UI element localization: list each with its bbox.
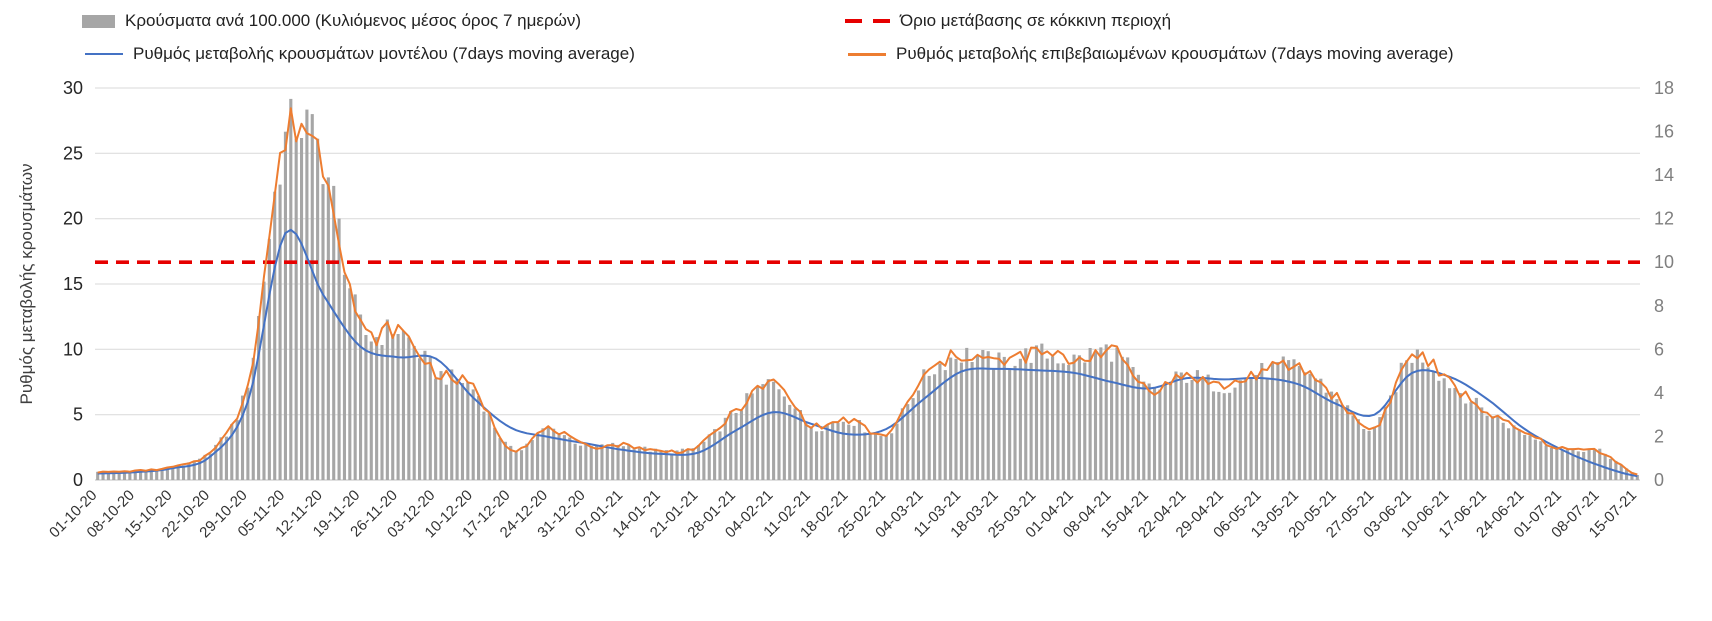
blue-line-swatch-icon xyxy=(85,53,123,55)
svg-text:15: 15 xyxy=(63,274,83,294)
confirmed-rate-line xyxy=(97,107,1638,476)
svg-text:6: 6 xyxy=(1654,339,1664,359)
gridlines xyxy=(95,87,1640,481)
legend-label-red-threshold: Όριο μετάβασης σε κόκκινη περιοχή xyxy=(900,11,1172,30)
svg-text:12: 12 xyxy=(1654,209,1674,229)
svg-text:0: 0 xyxy=(73,470,83,490)
legend-label-cases-bars: Κρούσματα ανά 100.000 (Κυλιόμενος μέσος … xyxy=(125,11,582,30)
bar-series-swatch-icon xyxy=(82,14,115,28)
svg-text:18: 18 xyxy=(1654,78,1674,98)
model-rate-line xyxy=(97,228,1638,478)
orange-line-swatch-icon xyxy=(848,52,886,56)
svg-text:30: 30 xyxy=(63,78,83,98)
legend-label-model-rate: Ρυθμός μεταβολής κρουσμάτων μοντέλου (7d… xyxy=(133,44,635,63)
left-axis-title: Ρυθμός μεταβολής κρουσμάτων xyxy=(17,163,36,405)
right-axis-tick-labels: 0 2 4 6 8 10 12 14 16 18 xyxy=(1654,78,1674,490)
dashed-threshold-swatch-icon xyxy=(845,19,890,23)
bar-series-cases-per-100k xyxy=(96,98,1639,481)
svg-text:10: 10 xyxy=(1654,252,1674,272)
left-axis-tick-labels: 0 5 10 15 20 25 30 xyxy=(63,78,83,490)
svg-text:0: 0 xyxy=(1654,470,1664,490)
svg-text:8: 8 xyxy=(1654,296,1664,316)
svg-text:14: 14 xyxy=(1654,165,1674,185)
svg-text:16: 16 xyxy=(1654,122,1674,142)
legend-item-model-rate: Ρυθμός μεταβολής κρουσμάτων μοντέλου (7d… xyxy=(85,44,635,64)
legend-item-cases-bars: Κρούσματα ανά 100.000 (Κυλιόμενος μέσος … xyxy=(82,11,581,31)
svg-text:25: 25 xyxy=(63,143,83,163)
x-axis-tick-labels: 01-10-2008-10-2015-10-2022-10-2029-10-20… xyxy=(46,487,1640,541)
svg-text:20: 20 xyxy=(63,209,83,229)
svg-text:2: 2 xyxy=(1654,426,1664,446)
legend-item-confirmed-rate: Ρυθμός μεταβολής επιβεβαιωμένων κρουσμάτ… xyxy=(848,44,1454,64)
svg-text:4: 4 xyxy=(1654,383,1664,403)
legend-item-red-threshold: Όριο μετάβασης σε κόκκινη περιοχή xyxy=(845,11,1171,31)
svg-text:10: 10 xyxy=(63,339,83,359)
legend-label-confirmed-rate: Ρυθμός μεταβολής επιβεβαιωμένων κρουσμάτ… xyxy=(896,44,1454,63)
svg-text:5: 5 xyxy=(73,405,83,425)
